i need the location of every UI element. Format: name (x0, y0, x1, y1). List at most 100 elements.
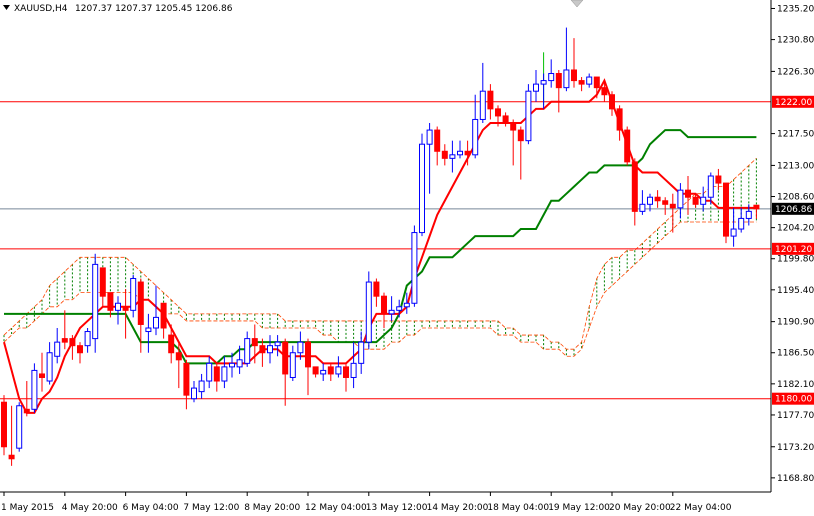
x-tick-label: 1 May 2015 (1, 503, 54, 513)
candle-body (267, 345, 273, 354)
level-price-tag (772, 95, 814, 108)
candle-body (183, 362, 190, 396)
candle-body (411, 232, 418, 304)
candle-body (236, 359, 243, 368)
candle-body (54, 341, 61, 357)
scroll-marker-icon[interactable] (570, 0, 584, 8)
candle-body (753, 204, 760, 210)
candle-body (130, 278, 137, 311)
candle-body (533, 83, 539, 92)
candle-body (571, 69, 577, 82)
y-tick-label: 1173.20 (777, 443, 814, 453)
candle-body (669, 203, 676, 209)
candle-body (479, 90, 486, 120)
x-tick-label: 6 May 04:00 (123, 503, 179, 513)
candle-body (525, 90, 532, 142)
candle-body (548, 73, 555, 82)
candle-body (738, 217, 745, 230)
candle-body (305, 341, 311, 368)
candle-body (107, 292, 114, 311)
candlesticks (1, 27, 760, 466)
candle-body (213, 366, 220, 382)
x-tick-label: 13 May 12:00 (366, 503, 428, 513)
candle-body (39, 373, 45, 378)
candle-body (221, 366, 228, 382)
candle-body (350, 362, 357, 378)
candle-body (320, 369, 327, 375)
candle-body (168, 334, 175, 354)
candle-body (312, 366, 319, 375)
candle-body (707, 175, 714, 198)
y-tick-label: 1213.00 (777, 161, 814, 171)
candle-body (244, 338, 251, 364)
y-tick-label: 1177.70 (777, 411, 814, 421)
candle-body (502, 115, 509, 124)
candle-body (373, 281, 380, 297)
candle-body (122, 306, 129, 311)
candle-body (654, 196, 661, 202)
candle-body (434, 129, 441, 152)
candle-body (700, 196, 707, 205)
candle-body (46, 352, 53, 382)
candle-body (289, 352, 296, 378)
chart-header: XAUUSD,H4 1207.37 1207.37 1205.45 1206.8… (3, 4, 233, 14)
senkou-span-a (3, 158, 757, 350)
y-tick-label: 1204.20 (777, 224, 814, 234)
candle-body (206, 362, 213, 382)
y-tick-label: 1199.80 (777, 255, 814, 265)
x-tick-label: 19 May 12:00 (548, 503, 610, 513)
candle-body (61, 338, 68, 343)
candle-body (745, 210, 752, 219)
current-price-tag (772, 202, 814, 215)
y-tick-label: 1235.20 (777, 4, 814, 14)
candle-body (358, 341, 365, 364)
candle-body (77, 345, 83, 354)
candle-body (472, 118, 479, 156)
candle-body (685, 189, 691, 198)
candle-body (365, 281, 372, 343)
candle-body (692, 196, 699, 205)
y-tick-label: 1230.80 (777, 36, 814, 46)
level-price-label: 1180.00 (775, 395, 812, 405)
ohlc-readout: 1207.37 1207.37 1205.45 1206.86 (75, 4, 233, 14)
level-price-tag (772, 392, 814, 405)
candle-body (259, 345, 266, 354)
x-tick-label: 4 May 20:00 (62, 503, 118, 513)
candle-body (327, 366, 334, 375)
candle-body (426, 129, 433, 145)
level-price-label: 1201.20 (775, 245, 812, 255)
candle-body (639, 203, 646, 212)
candle-body (198, 380, 205, 393)
candle-body (343, 366, 349, 378)
x-tick-label: 18 May 04:00 (487, 503, 549, 513)
candle-body (388, 309, 395, 315)
candle-body (441, 150, 448, 159)
candle-body (335, 366, 342, 375)
candle-body (31, 369, 38, 410)
candle-body (616, 108, 623, 131)
y-tick-label: 1208.60 (777, 193, 814, 203)
candle-body (715, 175, 722, 184)
candle-body (510, 122, 517, 131)
candle-body (586, 76, 593, 85)
candle-body (403, 302, 410, 308)
kijun-sen-line (4, 129, 757, 365)
candle-body (297, 341, 304, 354)
y-tick-label: 1186.50 (777, 349, 814, 359)
candle-body (153, 316, 159, 329)
y-tick-label: 1226.30 (777, 67, 814, 77)
candle-body (517, 129, 524, 142)
y-tick-label: 1195.40 (777, 286, 814, 296)
candle-body (723, 182, 729, 237)
candle-body (540, 80, 547, 85)
collapse-triangle-icon[interactable] (3, 5, 10, 10)
candle-body (69, 338, 76, 347)
candle-body (251, 338, 258, 347)
candle-body (449, 154, 456, 159)
candle-body (282, 341, 289, 375)
candle-body (624, 129, 631, 163)
candle-body (631, 161, 638, 212)
